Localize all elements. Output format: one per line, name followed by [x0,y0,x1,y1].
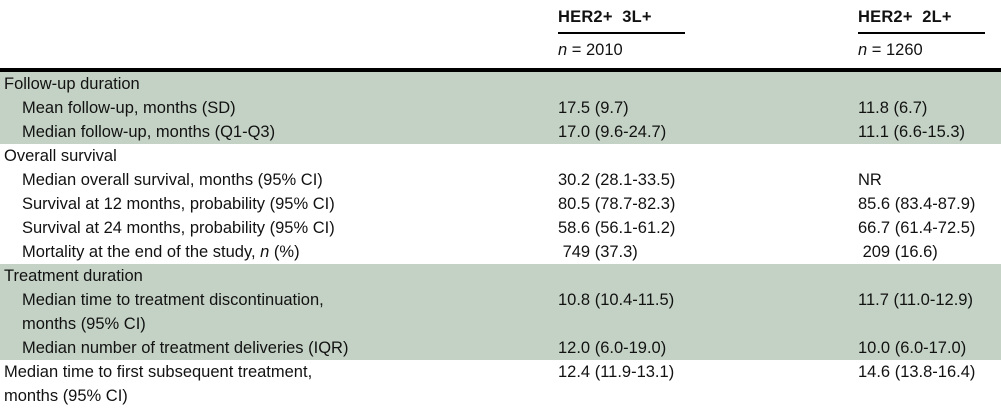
section-row: Overall survival [0,144,1001,168]
section-label: Treatment duration [4,267,143,285]
column-n-count: n = 2010 [558,38,848,62]
n-symbol: n [558,41,568,59]
cell-value-3l: 12.0 (6.0-19.0) [558,339,667,357]
label-prefix: Mortality at the end of the study, [22,243,261,261]
column-title: HER2+ 3L+ [558,8,685,34]
cell-value-3l: 10.8 (10.4-11.5) [558,291,675,309]
table-row: Median follow-up, months (Q1-Q3) 17.0 (9… [0,120,1001,144]
cell-value-3l: 17.0 (9.6-24.7) [558,123,667,141]
label-suffix: (%) [269,243,300,261]
cell-value-3l: 17.5 (9.7) [558,99,629,117]
cell-value-3l: 749 (37.3) [558,243,638,261]
label-line-2: months (95% CI) [4,387,128,405]
table-row: Median overall survival, months (95% CI)… [0,168,1001,192]
cell-value-2l: 209 (16.6) [858,243,938,261]
column-header-her2-2l: HER2+ 2L+ n = 1260 [858,8,1001,68]
cell-value-3l: 58.6 (56.1-61.2) [558,219,676,237]
n-symbol: n [260,243,270,261]
cell-value-2l: 10.0 (6.0-17.0) [858,339,967,357]
section-row: Follow-up duration [0,72,1001,96]
cell-value-2l: 66.7 (61.4-72.5) [858,219,976,237]
cell-value-3l: 12.4 (11.9-13.1) [558,363,675,381]
label-line-1: Median time to treatment discontinuation… [22,291,324,309]
label-line-1: Median time to first subsequent treatmen… [4,363,313,381]
n-symbol: n [858,41,868,59]
n-value: = 1260 [867,41,923,59]
table-row: Mean follow-up, months (SD) 17.5 (9.7) 1… [0,96,1001,120]
table-row: Median time to first subsequent treatmen… [0,360,1001,408]
table-row: Survival at 12 months, probability (95% … [0,192,1001,216]
table-row: Survival at 24 months, probability (95% … [0,216,1001,240]
row-label: Mortality at the end of the study, n (%) [0,240,558,264]
cell-value-2l: 11.1 (6.6-15.3) [858,123,966,141]
table-row: Median number of treatment deliveries (I… [0,336,1001,360]
table-row: Mortality at the end of the study, n (%)… [0,240,1001,264]
row-label: Median follow-up, months (Q1-Q3) [22,123,276,141]
n-value: = 2010 [567,41,623,59]
row-label: Survival at 24 months, probability (95% … [22,219,335,237]
label-line-2: months (95% CI) [22,315,146,333]
header-spacer [0,8,558,68]
section-label: Follow-up duration [4,75,140,93]
row-label: Median time to first subsequent treatmen… [0,360,558,408]
row-label: Mean follow-up, months (SD) [22,99,236,117]
cell-value-2l: 11.8 (6.7) [858,99,928,117]
column-n-count: n = 1260 [858,38,991,62]
cell-value-3l: 80.5 (78.7-82.3) [558,195,676,213]
table-row: Median time to treatment discontinuation… [0,288,1001,336]
cell-value-2l: 85.6 (83.4-87.9) [858,195,976,213]
row-label: Median number of treatment deliveries (I… [22,339,349,357]
cell-value-3l: 30.2 (28.1-33.5) [558,171,676,189]
cell-value-2l: 11.7 (11.0-12.9) [858,291,973,309]
row-label: Survival at 12 months, probability (95% … [22,195,335,213]
cell-value-2l: NR [858,171,882,189]
section-row: Treatment duration [0,264,1001,288]
section-label: Overall survival [4,147,117,165]
table-header: HER2+ 3L+ n = 2010 HER2+ 2L+ n = 1260 [0,0,1001,72]
row-label: Median overall survival, months (95% CI) [22,171,323,189]
column-header-her2-3l: HER2+ 3L+ n = 2010 [558,8,858,68]
column-title: HER2+ 2L+ [858,8,985,34]
row-label: Median time to treatment discontinuation… [0,288,558,336]
cell-value-2l: 14.6 (13.8-16.4) [858,363,976,381]
